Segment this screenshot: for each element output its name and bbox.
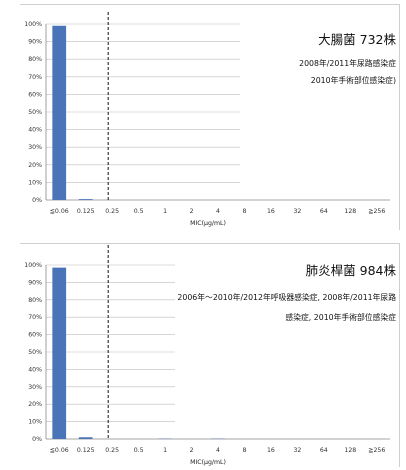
y-tick-label: 100% (24, 262, 42, 269)
y-tick-label: 40% (28, 366, 42, 373)
x-tick-label: 0.5 (134, 447, 144, 454)
y-tick-label: 20% (28, 162, 42, 169)
chart-ecoli: 0% 10% 20% 30% 40% 50% 60% 70% 80% 90% 100% ≦0.06 0.… (24, 12, 396, 227)
bar-0.125 (78, 437, 93, 439)
y-tick-label: 20% (28, 401, 42, 408)
x-tick-label: 0.25 (105, 208, 119, 215)
x-tick-label: 0.25 (105, 447, 119, 454)
x-tick-label: ≦0.06 (50, 447, 69, 454)
y-tick-label: 30% (28, 144, 42, 151)
y-tick-label: 0% (32, 436, 42, 443)
x-tick-label: ≧256 (368, 447, 385, 454)
y-tick-label: 40% (28, 127, 42, 134)
panel-border-right (399, 4, 400, 230)
x-tick-label: 2 (190, 447, 194, 454)
x-tick-label: 16 (267, 208, 275, 215)
x-tick-label: 32 (293, 208, 301, 215)
x-tick-label: 32 (293, 447, 301, 454)
chart-panel-ecoli: 0% 10% 20% 30% 40% 50% 60% 70% 80% 90% 100% ≦0.06 0.… (20, 4, 400, 230)
bar-≦0.06 (52, 25, 67, 201)
x-tick-label: ≦0.06 (50, 208, 69, 215)
chart-title: 肺炎桿菌 984株 (306, 263, 397, 278)
x-tick-label: 64 (320, 447, 328, 454)
annotation-line: 感染症, 2010年手術部位感染症 (285, 312, 396, 322)
bar-≦0.06 (52, 267, 67, 439)
annotation-line: 2008年/2011年尿路感染症 (299, 58, 396, 68)
x-tick-label: 8 (242, 447, 246, 454)
y-tick-label: 100% (24, 21, 42, 28)
x-tick-label: 0.5 (134, 208, 144, 215)
y-tick-label: 70% (28, 74, 42, 81)
annotation-line: 2006年〜2010年/2012年呼吸器感染症, 2008年/2011年尿路 (177, 292, 396, 302)
panel-border-top (20, 4, 400, 5)
chart-panel-klebsiella: 0% 10% 20% 30% 40% 50% 60% 70% 80% 90% 100% ≦0.06 0.… (20, 243, 400, 467)
x-tick-label: 128 (344, 447, 356, 454)
y-tick-label: 30% (28, 384, 42, 391)
y-tick-label: 90% (28, 279, 42, 286)
panel-border-top (20, 243, 400, 244)
annotation-line: 2010年手術部位感染症) (311, 75, 396, 85)
x-tick-label: 2 (190, 208, 194, 215)
panel-border-right (399, 243, 400, 467)
y-tick-label: 60% (28, 332, 42, 339)
y-tick-label: 60% (28, 91, 42, 98)
y-tick-label: 10% (28, 419, 42, 426)
y-tick-label: 50% (28, 349, 42, 356)
y-tick-label: 90% (28, 39, 42, 46)
y-tick-label: 10% (28, 179, 42, 186)
x-tick-label: 0.125 (77, 447, 95, 454)
x-tick-label: 4 (216, 447, 220, 454)
x-tick-label: 1 (163, 447, 167, 454)
x-tick-label: 1 (163, 208, 167, 215)
y-tick-label: 50% (28, 109, 42, 116)
x-tick-label: 0.125 (77, 208, 95, 215)
chart-title: 大腸菌 732株 (318, 32, 396, 47)
x-tick-label: 128 (344, 208, 356, 215)
x-axis-label: MIC(μg/mL) (190, 459, 226, 466)
y-tick-label: 0% (32, 197, 42, 204)
x-tick-label: 8 (242, 208, 246, 215)
x-tick-label: 4 (216, 208, 220, 215)
x-tick-label: 16 (267, 447, 275, 454)
x-axis-label: MIC(μg/mL) (190, 220, 226, 227)
y-tick-label: 80% (28, 56, 42, 63)
y-tick-label: 70% (28, 314, 42, 321)
chart-klebsiella: 0% 10% 20% 30% 40% 50% 60% 70% 80% 90% 100% ≦0.06 0.… (24, 245, 397, 466)
bar-0.125 (78, 199, 93, 200)
x-tick-label: 64 (320, 208, 328, 215)
x-tick-label: ≧256 (368, 208, 385, 215)
y-tick-label: 80% (28, 297, 42, 304)
